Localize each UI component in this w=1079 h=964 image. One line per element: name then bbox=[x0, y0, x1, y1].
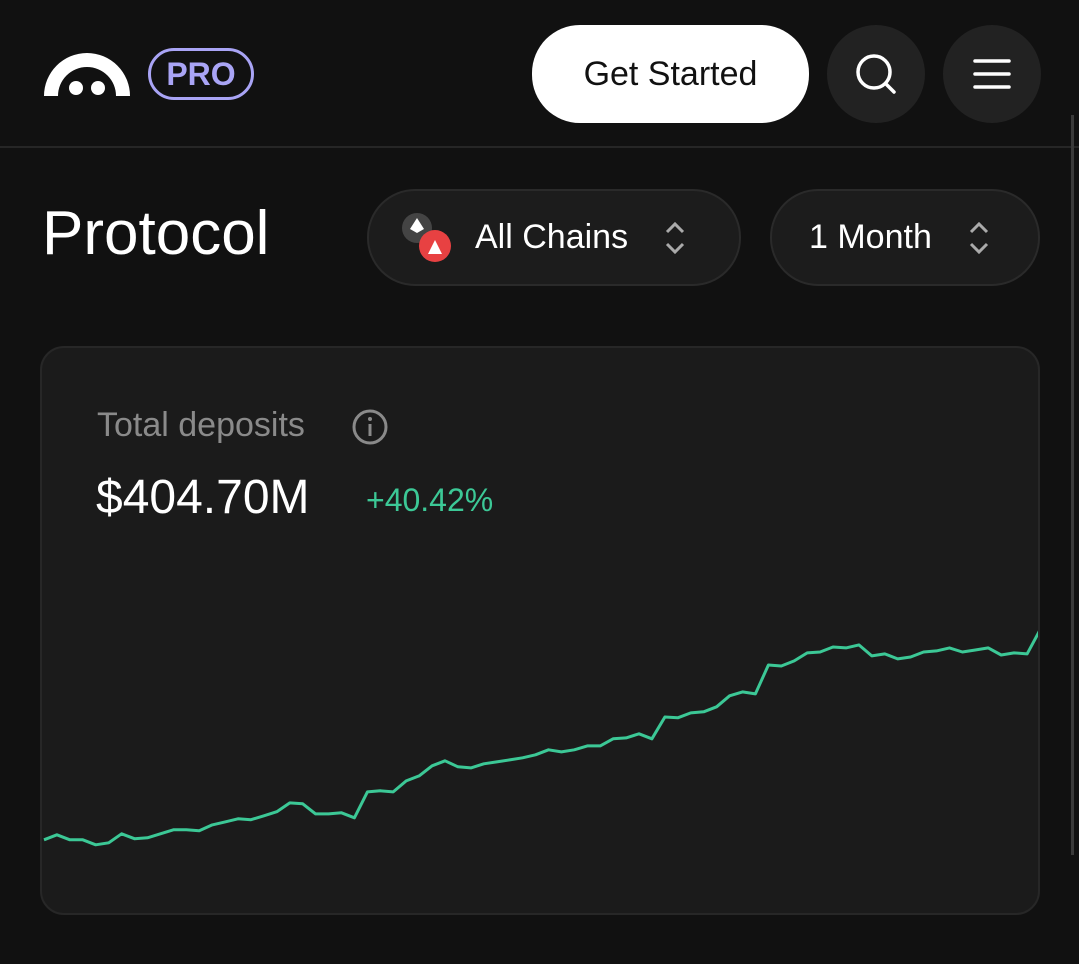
deposits-line bbox=[43, 630, 1038, 847]
header bbox=[0, 0, 1079, 148]
pro-badge: PRO bbox=[148, 48, 254, 100]
sparkline bbox=[43, 630, 1038, 847]
info-icon[interactable] bbox=[351, 408, 389, 446]
deposits-card: Total deposits $404.70M +40.42% bbox=[40, 346, 1040, 915]
card-value: $404.70M bbox=[96, 471, 310, 524]
period-selector[interactable]: 1 Month bbox=[770, 189, 1040, 286]
chain-selector[interactable]: All Chains bbox=[367, 189, 741, 286]
page-title: Protocol bbox=[42, 199, 270, 268]
card-label: Total deposits bbox=[97, 406, 305, 444]
logo[interactable] bbox=[40, 48, 134, 98]
scrollbar bbox=[1071, 115, 1074, 855]
chain-label: All Chains bbox=[475, 218, 629, 256]
period-label: 1 Month bbox=[809, 218, 932, 256]
search-button[interactable] bbox=[827, 25, 925, 123]
card-change: +40.42% bbox=[366, 482, 494, 518]
get-started-button[interactable]: Get Started bbox=[532, 25, 809, 123]
menu-button[interactable] bbox=[943, 25, 1041, 123]
